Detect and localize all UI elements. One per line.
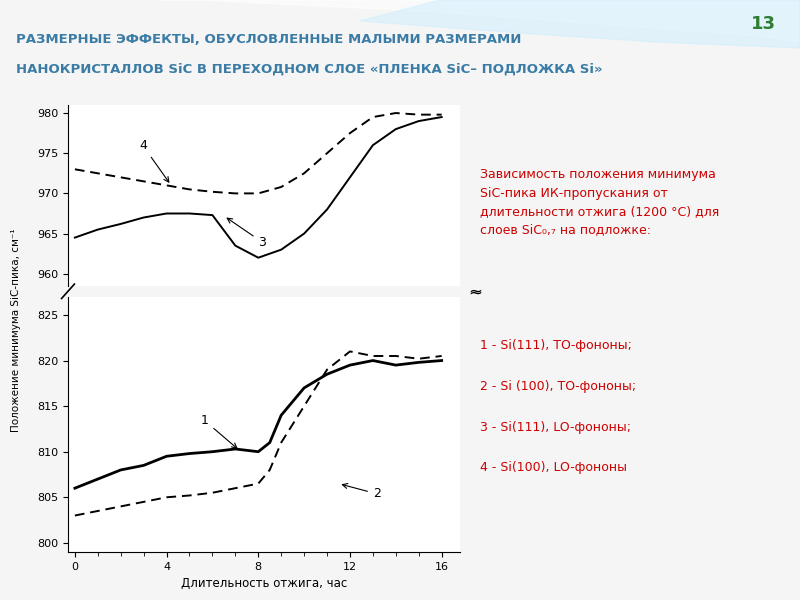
Text: 2 - Si (100), ТО-фононы;: 2 - Si (100), ТО-фононы; <box>480 380 636 393</box>
Text: 3: 3 <box>227 218 266 248</box>
Text: 2: 2 <box>342 484 381 500</box>
Text: ~: ~ <box>468 283 482 301</box>
Text: РАЗМЕРНЫЕ ЭФФЕКТЫ, ОБУСЛОВЛЕННЫЕ МАЛЫМИ РАЗМЕРАМИ: РАЗМЕРНЫЕ ЭФФЕКТЫ, ОБУСЛОВЛЕННЫЕ МАЛЫМИ … <box>16 33 522 46</box>
Text: 3 - Si(111), LO-фононы;: 3 - Si(111), LO-фононы; <box>480 421 631 434</box>
Text: 1 - Si(111), ТО-фононы;: 1 - Si(111), ТО-фононы; <box>480 339 632 352</box>
Text: 4 - Si(100), LO-фононы: 4 - Si(100), LO-фононы <box>480 461 627 475</box>
Text: НАНОКРИСТАЛЛОВ SiC В ПЕРЕХОДНОМ СЛОЕ «ПЛЕНКА SiC– ПОДЛОЖКА Si»: НАНОКРИСТАЛЛОВ SiC В ПЕРЕХОДНОМ СЛОЕ «ПЛ… <box>16 63 602 76</box>
X-axis label: Длительность отжига, час: Длительность отжига, час <box>181 577 347 590</box>
Polygon shape <box>160 0 800 42</box>
Text: 1: 1 <box>201 415 237 448</box>
Polygon shape <box>360 0 800 48</box>
Text: Зависимость положения минимума
SiC-пика ИК-пропускания от
длительности отжига (1: Зависимость положения минимума SiC-пика … <box>480 168 719 236</box>
Text: Положение минимума SiC-пика, см⁻¹: Положение минимума SiC-пика, см⁻¹ <box>11 228 21 432</box>
Text: 13: 13 <box>751 15 776 33</box>
Text: ~: ~ <box>468 284 482 302</box>
Text: 4: 4 <box>139 139 169 182</box>
